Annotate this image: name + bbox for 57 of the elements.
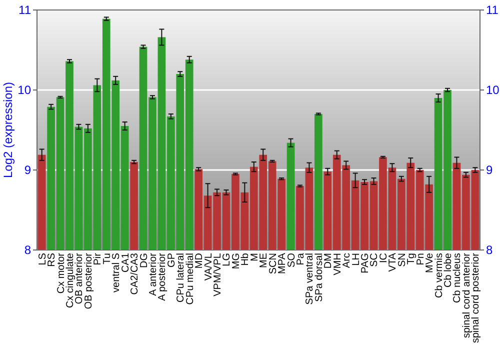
x-tick-label: spinal cord posterior xyxy=(470,252,482,344)
x-tick-label: DG xyxy=(138,252,150,268)
x-tick-label: Hb xyxy=(240,252,252,266)
x-tick-label: ME xyxy=(258,252,270,268)
y-tick-label: 10 xyxy=(18,83,32,98)
x-tick-label: SCN xyxy=(268,253,279,274)
y2-tick-label: 8 xyxy=(486,243,493,258)
x-tick-label: OB anterior xyxy=(74,252,86,304)
x-tick-label: MG xyxy=(230,252,242,270)
x-tick-label: ventral S xyxy=(111,252,122,292)
x-tick-label: Cx cingulate xyxy=(65,252,76,308)
x-tick-label: Cb nucleus xyxy=(452,253,464,304)
x-tick-label: Tu xyxy=(102,253,113,264)
x-tick-label: CA2/CA3 xyxy=(130,252,141,295)
y2-tick-label: 9 xyxy=(486,163,493,178)
x-tick-label: Cb lobe xyxy=(443,252,454,288)
y-tick-label: 8 xyxy=(24,243,32,258)
x-tick-label: GP xyxy=(166,252,178,268)
x-tick-label: LH xyxy=(350,253,362,266)
y2-tick-label: 10 xyxy=(486,83,500,98)
x-tick-label: LS xyxy=(37,252,48,266)
x-tick-label: SC xyxy=(369,253,380,267)
x-tick-label: VMH xyxy=(332,253,344,276)
x-tick-label: MD xyxy=(194,253,206,269)
x-tick-label: Arc xyxy=(342,253,353,268)
x-tick-label: RS xyxy=(46,252,58,267)
x-tick-label: MPA xyxy=(277,252,288,274)
x-tick-label: SN xyxy=(396,253,408,267)
x-tick-label: A anterior xyxy=(148,252,159,296)
y-tick-label: 9 xyxy=(24,163,32,178)
y-tick-label: 11 xyxy=(18,3,32,18)
x-tick-label: Cx motor xyxy=(56,252,67,294)
x-tick-label: Pa xyxy=(295,252,306,266)
y-axis-title: Log2 (expression) xyxy=(1,82,15,178)
x-tick-label: Tg xyxy=(406,253,418,265)
x-tick-label: Cb vermis xyxy=(434,253,445,298)
x-tick-label: SPa dorsal xyxy=(314,253,325,302)
x-tick-label: DM xyxy=(323,253,334,269)
x-tick-label: LG xyxy=(222,252,233,266)
x-tick-label: PAG xyxy=(360,252,372,274)
x-tick-label: SO xyxy=(286,252,298,268)
x-tick-label: CA1 xyxy=(120,252,132,272)
x-tick-label: Pn xyxy=(415,253,426,266)
x-tick-label: CPu medial xyxy=(184,253,196,305)
x-tick-label: A posterior xyxy=(157,252,168,301)
x-tick-label: CPu lateral xyxy=(176,253,187,302)
x-tick-label: SPa ventral xyxy=(304,253,316,305)
x-tick-label: VTA xyxy=(388,252,399,272)
x-tick-label: spinal cord anterior xyxy=(461,252,472,338)
y2-tick-label: 11 xyxy=(486,3,499,18)
x-tick-label: MVe xyxy=(424,252,436,274)
x-tick-label: Pir xyxy=(92,252,104,266)
x-tick-label: IC xyxy=(378,253,390,263)
x-tick-label: VA/VL xyxy=(203,252,214,281)
x-tick-label: M xyxy=(249,253,260,262)
x-tick-label: VPM/VPL xyxy=(212,252,224,296)
x-tick-label: OB posterior xyxy=(83,252,94,310)
